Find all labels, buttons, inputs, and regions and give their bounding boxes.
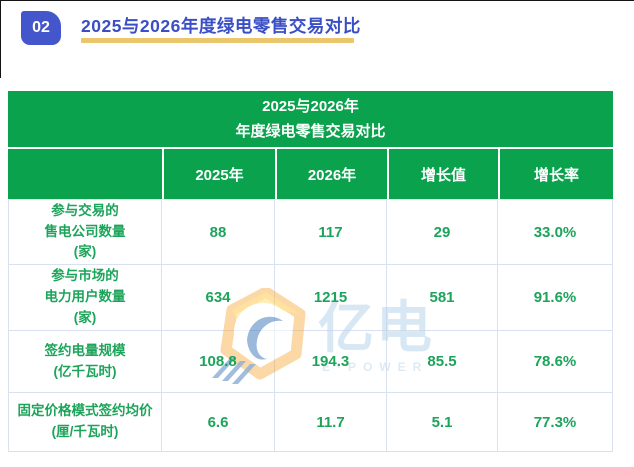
cell-value: 77.3% [533, 413, 577, 431]
cell-2025: 108.8 [162, 331, 275, 392]
cell-2026: 11.7 [275, 393, 387, 451]
cell-value: 5.1 [431, 413, 453, 431]
cell-growth-rate: 91.6% [498, 265, 612, 330]
cell-value: 1215 [313, 289, 348, 306]
cell-value: 91.6% [533, 289, 577, 306]
cell-2026: 1215 [275, 265, 387, 330]
row-label-text: 参与市场的 电力用户数量 (家) [44, 268, 126, 325]
section-number-badge: 02 [21, 11, 61, 45]
table-title: 2025与2026年 年度绿电零售交易对比 [8, 91, 613, 147]
table-row: 固定价格模式签约均价 (厘/千瓦时) 6.6 11.7 5.1 77.3% [9, 393, 612, 451]
table-column-header-row: 2025年 2026年 增长值 增长率 [8, 149, 613, 199]
cell-value: 29 [433, 223, 451, 241]
column-header-growth: 增长值 [387, 149, 498, 199]
row-label: 签约电量规模 (亿千瓦时) [9, 331, 162, 392]
cell-growth: 85.5 [387, 331, 498, 392]
column-header-2025: 2025年 [162, 149, 275, 199]
table-body: 参与交易的 售电公司数量 (家) 88 117 29 33.0% 参与市场的 电… [8, 199, 613, 452]
cell-growth-rate: 77.3% [498, 393, 612, 451]
screen-edge-top [0, 0, 634, 1]
cell-growth-rate: 78.6% [498, 331, 612, 392]
comparison-table: 2025与2026年 年度绿电零售交易对比 2025年 2026年 增长值 增长… [8, 91, 613, 452]
row-label: 参与市场的 电力用户数量 (家) [9, 265, 162, 330]
cell-value: 78.6% [533, 353, 577, 370]
row-label: 固定价格模式签约均价 (厘/千瓦时) [9, 393, 162, 451]
cell-growth-rate: 33.0% [498, 200, 612, 264]
cell-growth: 29 [387, 200, 498, 264]
table-row: 参与交易的 售电公司数量 (家) 88 117 29 33.0% [9, 200, 612, 265]
page-title: 2025与2026年度绿电零售交易对比 [81, 16, 361, 36]
screen-edge-left [0, 0, 1, 78]
cell-value: 33.0% [533, 223, 577, 241]
row-label: 参与交易的 售电公司数量 (家) [9, 200, 162, 264]
cell-2026: 194.3 [275, 331, 387, 392]
cell-value: 117 [318, 223, 343, 241]
cell-value: 88 [209, 223, 227, 241]
cell-value: 194.3 [311, 353, 350, 370]
table-title-line2: 年度绿电零售交易对比 [235, 123, 386, 140]
row-label-text: 参与交易的 售电公司数量 (家) [44, 202, 126, 260]
row-label-text: 签约电量规模 (亿千瓦时) [44, 342, 126, 379]
cell-value: 85.5 [427, 353, 457, 370]
cell-value: 634 [205, 289, 231, 306]
title-underline [81, 38, 354, 43]
row-label-text: 固定价格模式签约均价 (厘/千瓦时) [17, 403, 153, 439]
column-header-2026: 2026年 [275, 149, 387, 199]
cell-value: 6.6 [207, 413, 229, 431]
cell-value: 108.8 [199, 353, 237, 370]
cell-value: 581 [429, 289, 455, 306]
table-title-line1: 2025与2026年 [262, 97, 359, 115]
column-header-blank [8, 149, 162, 199]
cell-growth: 5.1 [387, 393, 498, 451]
cell-2025: 6.6 [162, 393, 275, 451]
column-header-growth-rate: 增长率 [498, 149, 613, 199]
cell-2025: 88 [162, 200, 275, 264]
table-row: 签约电量规模 (亿千瓦时) 108.8 194.3 85.5 78.6% [9, 331, 612, 393]
cell-2026: 117 [275, 200, 387, 264]
cell-value: 11.7 [316, 413, 345, 431]
table-row: 参与市场的 电力用户数量 (家) 634 1215 581 91.6% [9, 265, 612, 331]
cell-growth: 581 [387, 265, 498, 330]
cell-2025: 634 [162, 265, 275, 330]
